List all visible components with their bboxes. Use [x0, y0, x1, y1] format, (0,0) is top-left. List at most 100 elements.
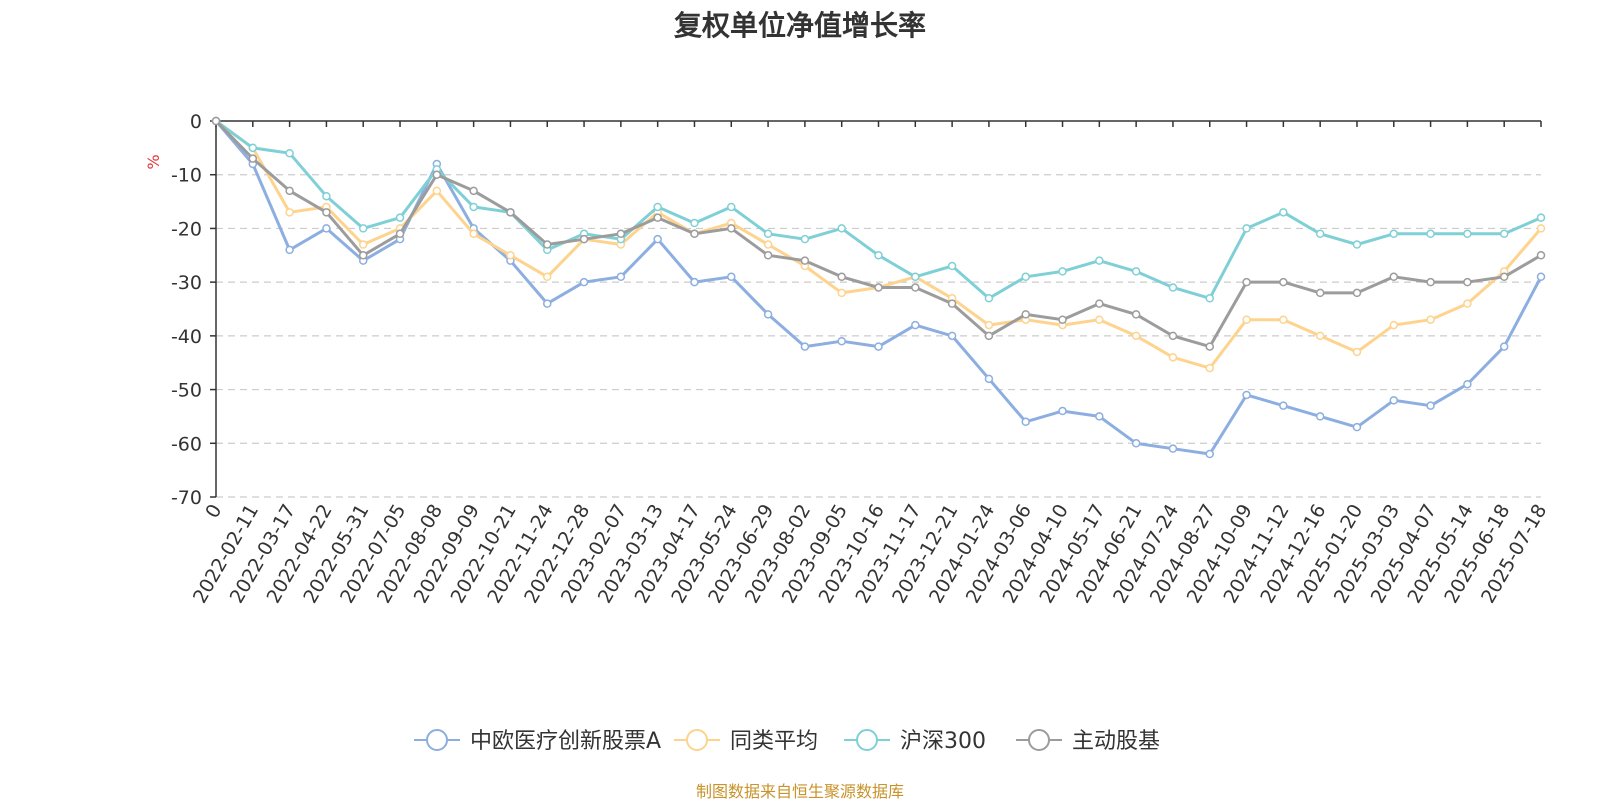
data-point-s0-32 [1389, 396, 1399, 405]
data-point-s2-33 [1426, 229, 1435, 239]
data-point-s3-27 [1205, 342, 1214, 351]
data-point-s3-9 [543, 240, 552, 249]
data-point-s0-18 [874, 342, 883, 351]
data-point-s3-17 [837, 272, 846, 282]
series-line-1 [215, 119, 1543, 370]
legend-label-0: 中欧医疗创新股票A [470, 729, 661, 754]
data-point-s3-33 [1426, 277, 1435, 287]
data-point-s3-14 [727, 224, 736, 233]
data-point-s3-23 [1058, 315, 1067, 324]
data-point-s1-24 [1095, 315, 1104, 324]
data-point-s2-15 [763, 229, 773, 239]
y-tick-label-0: 0 [190, 111, 202, 133]
data-point-s3-25 [1131, 310, 1141, 319]
x-tick-label-0: 0 [201, 501, 226, 522]
data-point-s3-20 [947, 299, 957, 308]
data-point-s3-3 [322, 208, 331, 217]
data-point-s2-26 [1168, 283, 1178, 292]
y-tick-label-5: -50 [171, 380, 202, 402]
y-tick-label-2: -20 [171, 218, 202, 240]
data-point-s2-21 [984, 294, 994, 303]
data-point-s3-29 [1279, 277, 1288, 287]
data-point-s3-22 [1021, 310, 1030, 319]
data-point-s0-13 [690, 277, 699, 287]
data-point-s1-29 [1279, 315, 1288, 324]
data-point-s3-5 [395, 229, 405, 239]
data-point-s2-7 [469, 202, 478, 212]
data-point-s0-10 [579, 277, 589, 287]
data-point-s0-23 [1058, 406, 1067, 416]
data-point-s1-31 [1352, 347, 1362, 357]
data-point-s0-28 [1242, 390, 1251, 400]
data-point-s3-8 [506, 208, 515, 217]
data-point-s1-4 [358, 240, 368, 249]
data-point-s2-29 [1279, 208, 1288, 217]
data-point-s1-8 [506, 251, 515, 260]
y-tick-label-1: -10 [171, 165, 202, 187]
data-point-s2-36 [1536, 213, 1546, 222]
data-point-s3-30 [1315, 288, 1325, 298]
data-point-s3-16 [800, 256, 810, 265]
data-point-s0-16 [800, 342, 810, 351]
data-point-s3-4 [358, 251, 368, 260]
data-point-s2-22 [1021, 272, 1030, 282]
data-point-s1-9 [543, 272, 552, 282]
data-point-s1-26 [1168, 353, 1178, 362]
data-point-s0-36 [1536, 272, 1546, 282]
data-point-s2-13 [690, 218, 699, 228]
data-point-s3-1 [248, 154, 258, 163]
data-point-s0-22 [1021, 417, 1030, 427]
data-point-s3-34 [1463, 277, 1472, 287]
legend-marker-3 [1028, 729, 1050, 751]
data-point-s2-4 [358, 224, 368, 233]
data-point-s1-28 [1242, 315, 1251, 324]
data-point-s0-21 [984, 374, 994, 384]
data-point-s0-19 [911, 320, 920, 330]
data-point-s3-15 [763, 251, 773, 260]
data-point-s3-21 [984, 331, 994, 341]
data-point-s0-9 [543, 299, 552, 308]
data-point-s2-34 [1463, 229, 1472, 239]
data-point-s1-34 [1463, 299, 1472, 308]
legend-label-1: 同类平均 [730, 729, 818, 754]
data-point-s1-15 [763, 240, 773, 249]
legend-label-2: 沪深300 [900, 729, 986, 754]
data-point-s0-14 [727, 272, 736, 282]
data-point-s0-2 [285, 245, 294, 255]
data-point-s0-12 [653, 234, 662, 244]
data-point-s2-3 [322, 191, 331, 201]
data-point-s0-20 [947, 331, 957, 341]
legend-label-3: 主动股基 [1072, 729, 1160, 754]
data-point-s3-26 [1168, 331, 1178, 341]
data-point-s0-11 [616, 272, 626, 282]
data-point-s2-27 [1205, 294, 1214, 303]
data-point-s3-13 [690, 229, 699, 239]
data-point-s1-36 [1536, 224, 1546, 233]
data-point-s1-30 [1315, 331, 1325, 341]
data-point-s2-25 [1131, 267, 1141, 276]
y-tick-label-3: -30 [171, 272, 202, 294]
data-point-s2-16 [800, 234, 810, 244]
data-point-s0-25 [1131, 439, 1141, 448]
data-point-s3-0 [211, 116, 221, 126]
data-point-s2-19 [911, 272, 920, 282]
data-point-s2-35 [1499, 229, 1509, 239]
data-point-s3-32 [1389, 272, 1399, 282]
legend-marker-0 [426, 729, 448, 751]
y-tick-label-6: -60 [171, 433, 202, 455]
data-point-s1-17 [837, 288, 846, 298]
data-point-s3-7 [469, 186, 478, 196]
data-point-s0-27 [1205, 449, 1214, 459]
data-point-s3-10 [579, 234, 589, 244]
data-point-s3-24 [1095, 299, 1104, 308]
data-point-s2-30 [1315, 229, 1325, 239]
data-point-s0-30 [1315, 412, 1325, 421]
data-point-s3-19 [911, 283, 920, 292]
data-point-s3-18 [874, 283, 883, 292]
data-point-s2-18 [874, 251, 883, 260]
data-point-s3-35 [1499, 272, 1509, 282]
data-point-s2-2 [285, 148, 294, 158]
data-point-s2-28 [1242, 224, 1251, 233]
data-point-s0-17 [837, 336, 846, 346]
